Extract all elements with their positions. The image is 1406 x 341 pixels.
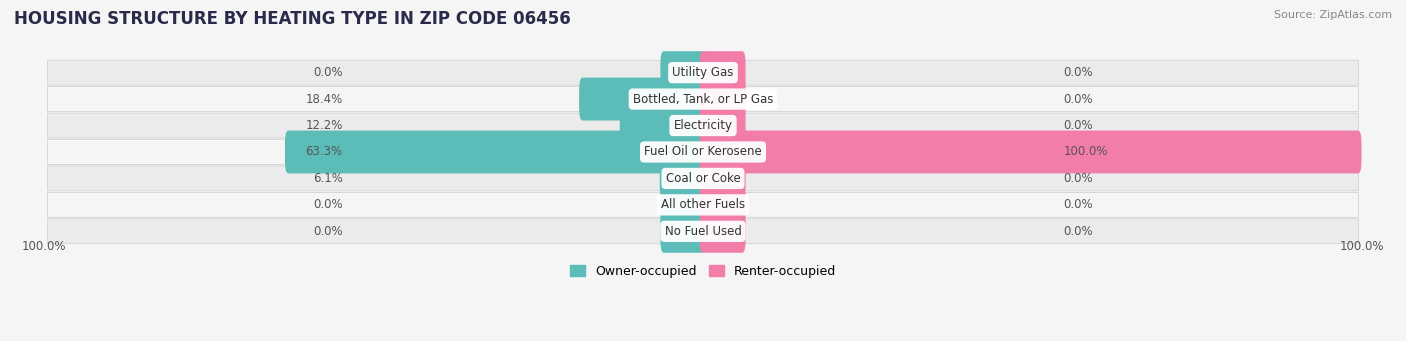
Text: Electricity: Electricity — [673, 119, 733, 132]
FancyBboxPatch shape — [48, 139, 1358, 164]
Text: Utility Gas: Utility Gas — [672, 66, 734, 79]
FancyBboxPatch shape — [48, 219, 1358, 244]
FancyBboxPatch shape — [579, 78, 706, 120]
FancyBboxPatch shape — [661, 210, 706, 253]
Text: 12.2%: 12.2% — [305, 119, 343, 132]
FancyBboxPatch shape — [48, 60, 1358, 85]
Text: 18.4%: 18.4% — [305, 92, 343, 106]
Text: No Fuel Used: No Fuel Used — [665, 225, 741, 238]
FancyBboxPatch shape — [700, 157, 745, 200]
FancyBboxPatch shape — [700, 131, 1361, 174]
FancyBboxPatch shape — [700, 78, 745, 120]
Text: 0.0%: 0.0% — [1063, 172, 1092, 185]
Text: 0.0%: 0.0% — [314, 225, 343, 238]
Text: All other Fuels: All other Fuels — [661, 198, 745, 211]
Text: 0.0%: 0.0% — [314, 66, 343, 79]
Text: Source: ZipAtlas.com: Source: ZipAtlas.com — [1274, 10, 1392, 20]
Text: 0.0%: 0.0% — [1063, 92, 1092, 106]
Text: 63.3%: 63.3% — [305, 146, 343, 159]
Text: Coal or Coke: Coal or Coke — [665, 172, 741, 185]
Text: 0.0%: 0.0% — [1063, 119, 1092, 132]
FancyBboxPatch shape — [661, 183, 706, 226]
Text: Bottled, Tank, or LP Gas: Bottled, Tank, or LP Gas — [633, 92, 773, 106]
Legend: Owner-occupied, Renter-occupied: Owner-occupied, Renter-occupied — [565, 260, 841, 283]
Text: 0.0%: 0.0% — [1063, 198, 1092, 211]
FancyBboxPatch shape — [700, 210, 745, 253]
Text: 0.0%: 0.0% — [1063, 66, 1092, 79]
FancyBboxPatch shape — [659, 157, 706, 200]
FancyBboxPatch shape — [285, 131, 706, 174]
FancyBboxPatch shape — [48, 192, 1358, 217]
Text: Fuel Oil or Kerosene: Fuel Oil or Kerosene — [644, 146, 762, 159]
FancyBboxPatch shape — [700, 183, 745, 226]
Text: 100.0%: 100.0% — [1340, 240, 1385, 253]
FancyBboxPatch shape — [48, 87, 1358, 112]
FancyBboxPatch shape — [48, 166, 1358, 191]
Text: HOUSING STRUCTURE BY HEATING TYPE IN ZIP CODE 06456: HOUSING STRUCTURE BY HEATING TYPE IN ZIP… — [14, 10, 571, 28]
Text: 6.1%: 6.1% — [312, 172, 343, 185]
Text: 100.0%: 100.0% — [1063, 146, 1108, 159]
Text: 100.0%: 100.0% — [21, 240, 66, 253]
FancyBboxPatch shape — [700, 104, 745, 147]
FancyBboxPatch shape — [700, 51, 745, 94]
FancyBboxPatch shape — [48, 113, 1358, 138]
FancyBboxPatch shape — [620, 104, 706, 147]
Text: 0.0%: 0.0% — [314, 198, 343, 211]
FancyBboxPatch shape — [661, 51, 706, 94]
Text: 0.0%: 0.0% — [1063, 225, 1092, 238]
